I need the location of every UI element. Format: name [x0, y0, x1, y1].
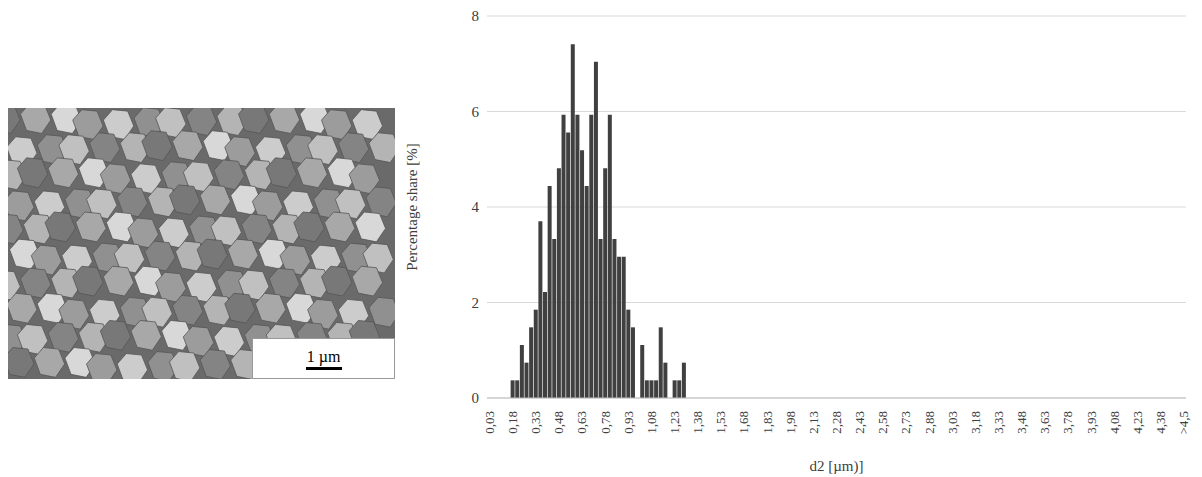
- svg-text:1,08: 1,08: [644, 411, 659, 434]
- svg-text:1,38: 1,38: [690, 411, 705, 434]
- svg-text:2,28: 2,28: [829, 411, 844, 434]
- svg-text:>4,5: >4,5: [1176, 411, 1191, 435]
- svg-text:d2 [µm)]: d2 [µm)]: [809, 458, 863, 475]
- svg-text:2,58: 2,58: [875, 411, 890, 434]
- svg-text:3,03: 3,03: [945, 411, 960, 434]
- svg-text:0,63: 0,63: [574, 411, 589, 434]
- svg-text:0,03: 0,03: [482, 411, 497, 434]
- svg-text:0,48: 0,48: [551, 411, 566, 434]
- svg-text:4: 4: [472, 199, 480, 215]
- svg-text:0: 0: [472, 390, 480, 406]
- svg-text:8: 8: [472, 8, 480, 24]
- html-text:1 µm: 1 µm: [306, 347, 341, 365]
- svg-text:3,93: 3,93: [1084, 411, 1099, 434]
- svg-text:6: 6: [472, 104, 480, 120]
- svg-text:0,93: 0,93: [621, 411, 636, 434]
- svg-text:3,18: 3,18: [968, 411, 983, 434]
- svg-text:3,33: 3,33: [991, 411, 1006, 434]
- svg-text:0,78: 0,78: [598, 411, 613, 434]
- svg-text:2,43: 2,43: [852, 411, 867, 434]
- svg-text:Percentage share [%]: Percentage share [%]: [404, 143, 420, 270]
- svg-text:0,18: 0,18: [505, 411, 520, 434]
- svg-text:2,88: 2,88: [922, 411, 937, 434]
- svg-text:4,23: 4,23: [1130, 411, 1145, 434]
- svg-text:4,38: 4,38: [1153, 411, 1168, 434]
- svg-text:0,33: 0,33: [528, 411, 543, 434]
- svg-text:2,73: 2,73: [898, 411, 913, 434]
- svg-text:1,53: 1,53: [713, 411, 728, 434]
- svg-text:4,08: 4,08: [1107, 411, 1122, 434]
- svg-text:2,13: 2,13: [806, 411, 821, 434]
- svg-text:1,23: 1,23: [667, 411, 682, 434]
- svg-text:1,83: 1,83: [760, 411, 775, 434]
- svg-text:3,48: 3,48: [1014, 411, 1029, 434]
- svg-text:1,98: 1,98: [783, 411, 798, 434]
- svg-text:1,68: 1,68: [736, 411, 751, 434]
- svg-text:2: 2: [472, 295, 480, 311]
- svg-text:3,78: 3,78: [1060, 411, 1075, 434]
- svg-text:3,63: 3,63: [1037, 411, 1052, 434]
